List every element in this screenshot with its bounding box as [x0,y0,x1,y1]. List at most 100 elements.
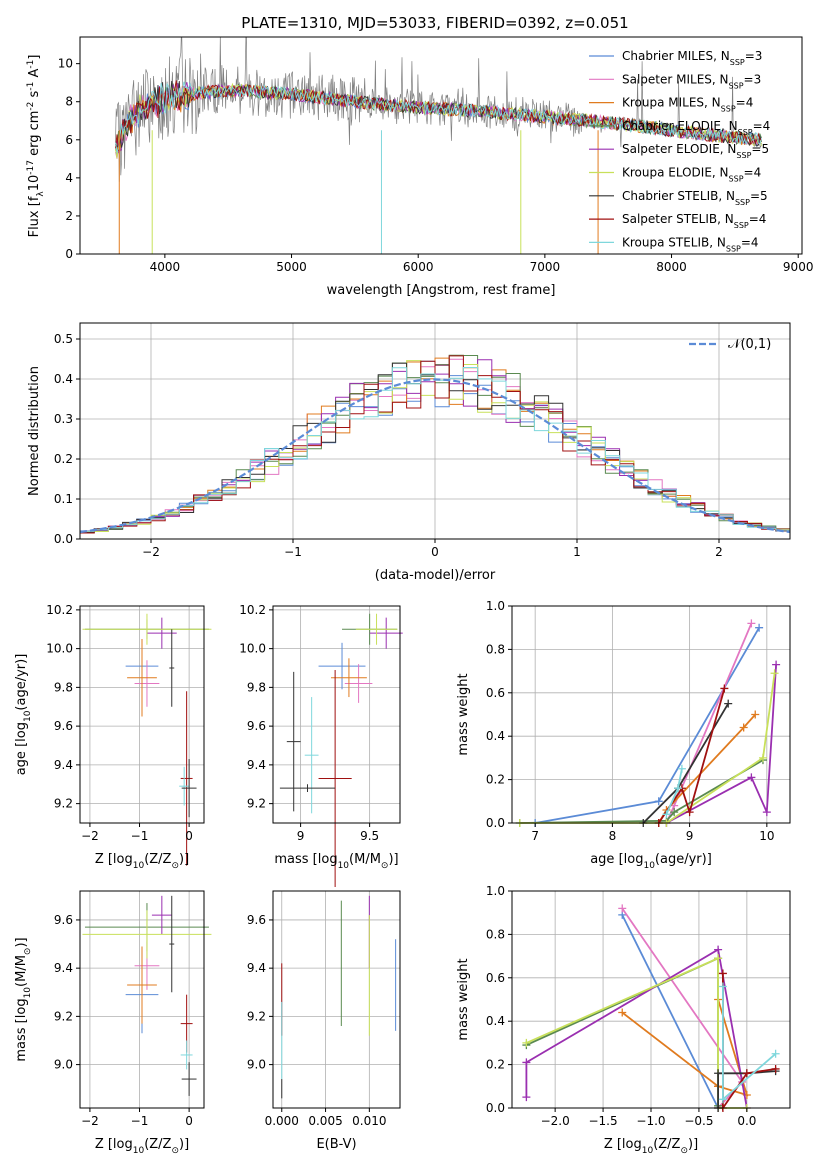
weight-marker [739,723,748,732]
legend-label-sub: SSP [734,221,749,230]
xlabel: mass [log10(M/M⊙)] [274,852,398,871]
ytick-label: 9.4 [247,758,266,772]
label-part: 10 [27,175,42,192]
weight-marker [677,764,686,773]
spectrum-xtick-label: 9000 [783,260,814,274]
spectrum-ytick-label: 4 [65,171,73,185]
panel-frame [272,890,401,1109]
mass-vs-ebv-panel: 0.000 0.005 0.010 9.0 9.2 9.4 9.6 E(B-V) [247,890,401,1152]
ytick-label: 9.2 [247,797,266,811]
weight-marker [771,1064,780,1073]
ytick-label: 9.6 [247,719,266,733]
spectrum-xlabel: wavelength [Angstrom, rest frame] [327,283,556,298]
ytick-label: 9.2 [54,1009,73,1023]
xtick-label: −1 [131,1114,149,1128]
ylabel: age [log10(age/yr)] [14,654,33,776]
label-script: 10 [338,861,350,871]
label-script: -1 [26,82,36,91]
weight-series-line [621,907,744,1109]
legend-label: Kroupa ELODIE, NSSP=4 [622,166,761,184]
xtick-label: 9 [297,829,305,843]
spectrum-yticks: 0 2 4 6 8 10 [58,57,80,261]
ytick-label: 9.6 [247,913,266,927]
label-script: -17 [26,160,36,175]
weight-marker [758,753,767,762]
label-script: 10 [23,987,33,999]
legend-label-sub: SSP [726,244,741,253]
weight-marker [685,808,694,817]
weight-marker [522,1038,531,1047]
residual-xtick-label: 1 [573,545,581,559]
ytick-label: 0.6 [486,971,505,985]
weight-marker [714,945,723,954]
weight-marker [618,1008,627,1017]
ytick-label: 0.4 [486,729,505,743]
label-part: (Z/Z [144,1137,171,1152]
xtick-label: 9 [686,829,694,843]
spectrum-traces [115,37,762,254]
residual-ytick-label: 0.0 [54,532,73,546]
legend-label: Chabrier MILES, NSSP=3 [622,49,762,67]
panel-frame [79,605,205,824]
xtick-label: −1.5 [588,1114,617,1128]
weight-marker [654,797,663,806]
weight-marker [714,1069,723,1078]
ylabel: mass weight [456,958,471,1040]
label-part: Z [log [95,852,133,867]
label-part: s [27,90,42,101]
legend-label-main: Salpeter MILES, N [622,72,729,86]
xtick-label: −1.0 [636,1114,665,1128]
weight-marker [720,684,729,693]
legend-label-tail: =4 [744,166,762,180]
label-part: mass [log [14,998,29,1061]
weight-marker [670,808,679,817]
ytick-label: 0.0 [486,816,505,830]
legend-label-sub: SSP [730,58,745,67]
legend-label-tail: =4 [736,96,754,110]
gaussian-curve [79,378,791,534]
weight-marker [662,810,671,819]
ytick-label: 9.8 [247,680,266,694]
weight-marker [751,710,760,719]
xtick-label: 0.010 [352,1114,386,1128]
spectrum-xtick-label: 8000 [656,260,687,274]
ytick-label: 0.6 [486,686,505,700]
age-vs-Z-panel: −2 −1 09.29.49.69.810.010.2Z [log10(Z/Z⊙)]… [14,603,212,871]
label-script: ⊙ [171,861,179,871]
weight-marker [522,1093,531,1102]
label-part: mass [log [274,852,337,867]
label-script: -1 [26,60,36,69]
legend-label-sub: SSP [735,197,750,206]
legend-label: Salpeter STELIB, NSSP=4 [622,212,766,230]
legend-label-tail: =4 [753,119,771,133]
residual-xtick-label: 0 [431,545,439,559]
weight-series-line [519,759,764,824]
label-part: (Z/Z [653,1137,680,1152]
weight-marker [714,954,723,963]
xtick-label: −1 [131,829,149,843]
xtick-label: 8 [609,829,617,843]
label-script: 10 [133,861,145,871]
ytick-label: 0.2 [486,773,505,787]
residual-xtick-label: 2 [715,545,723,559]
ytick-label: 9.4 [247,961,266,975]
legend-label-tail: =4 [749,212,767,226]
ytick-label: 1.0 [486,884,505,898]
ytick-label: 0.8 [486,642,505,656]
residual-steps [79,354,791,534]
xtick-label: 0.000 [265,1114,299,1128]
legend-label-main: Chabrier MILES, N [622,49,730,63]
ylabel: mass [log10(M/M⊙)] [14,937,33,1061]
label-part: )] [179,852,189,867]
ytick-label: 9.0 [247,1058,266,1072]
xtick-label: −0.5 [684,1114,713,1128]
legend-label-tail: =5 [751,142,769,156]
xtick-label: 10 [759,829,774,843]
legend-label-sub: SSP [736,151,751,160]
legend-label-main: Kroupa STELIB, N [622,235,726,249]
mass-vs-Z-panel: −2 −1 09.09.29.49.6Z [log10(Z/Z⊙)]mass [lo… [14,890,212,1156]
residual-ytick-label: 0.5 [54,332,73,346]
label-part: (age/yr)] [14,654,29,711]
legend-label: Kroupa MILES, NSSP=4 [622,96,753,114]
